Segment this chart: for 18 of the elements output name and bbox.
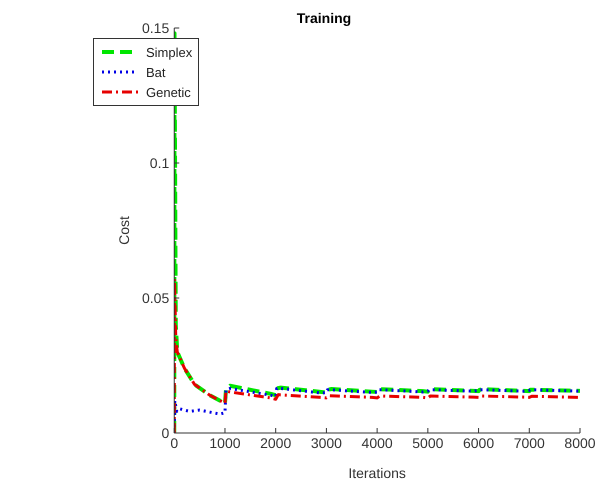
chart-title: Training (296, 10, 352, 26)
x-tick-label: 8000 (564, 434, 596, 451)
x-tick-label: 1000 (209, 434, 241, 451)
y-tick-label: 0.05 (142, 290, 170, 306)
x-tick-label: 2000 (260, 434, 292, 451)
legend-label: Bat (146, 64, 166, 80)
x-tick-label: 6000 (462, 434, 494, 451)
x-tick-label: 3000 (310, 434, 342, 451)
y-axis-title: Cost (116, 216, 132, 245)
x-tick-label: 4000 (362, 434, 393, 451)
legend-label: Genetic (146, 84, 191, 100)
x-tick-label: 5000 (412, 434, 444, 451)
y-tick-label: 0.15 (142, 20, 170, 36)
x-axis-title: Iterations (348, 465, 406, 481)
y-tick-label: 0.1 (150, 154, 170, 171)
x-tick-label: 7000 (514, 434, 546, 451)
legend-label: Simplex (146, 44, 192, 60)
y-tick-label: 0 (161, 424, 170, 441)
